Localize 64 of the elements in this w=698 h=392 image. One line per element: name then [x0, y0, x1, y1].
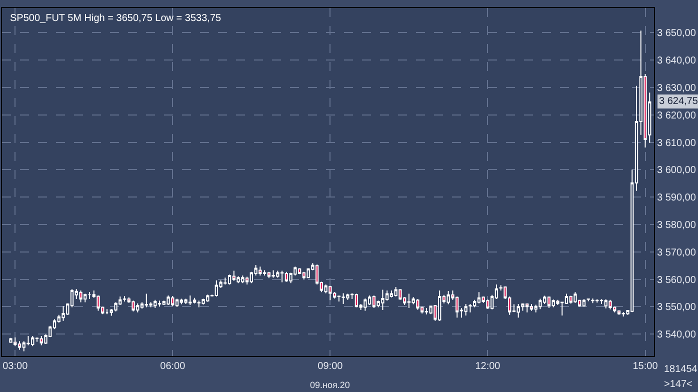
text: SP500_FUT 5M High = 3650,75 Low = 3533,75	[10, 13, 222, 24]
candlestick	[530, 303, 534, 312]
candlestick	[390, 290, 394, 298]
y-tick-label: 3 630,00	[657, 82, 696, 94]
y-tick-label: 3 550,00	[657, 302, 696, 314]
candlestick	[547, 296, 551, 309]
candlestick	[202, 298, 205, 305]
candlestick	[337, 294, 341, 302]
x-tick-label: 09:00	[318, 361, 344, 372]
y-tick-label: 3 610,00	[657, 138, 696, 149]
candlestick	[416, 298, 420, 310]
y-tick-label: 3 600,00	[657, 165, 696, 176]
candlestick	[600, 298, 604, 304]
candlestick	[477, 292, 481, 304]
candlestick	[88, 292, 92, 300]
candlestick	[617, 310, 621, 316]
candlestick	[18, 340, 22, 350]
candlestick	[582, 298, 586, 308]
y-tick-label: 3 650,00	[657, 28, 696, 40]
candlestick	[354, 293, 358, 308]
candlestick	[381, 289, 384, 310]
x-tick-label: 15:00	[632, 361, 658, 372]
candlestick	[364, 298, 367, 312]
y-tick-label: 3 580,00	[657, 220, 696, 231]
candlestick	[105, 308, 109, 315]
candlestick	[538, 298, 542, 310]
candlestick	[175, 298, 179, 308]
candlestick	[280, 270, 284, 283]
y-tick-label: 3 620,00	[657, 110, 696, 122]
candlestick	[245, 276, 249, 285]
candlestick	[372, 294, 376, 309]
candlestick	[158, 300, 162, 308]
candlestick	[132, 300, 135, 312]
candlestick	[228, 274, 232, 285]
text: 09.ноя.20	[310, 380, 350, 390]
candlestick	[79, 290, 82, 303]
text: 3 624,75	[659, 96, 698, 107]
y-tick-label: 3 560,00	[657, 274, 696, 286]
y-tick-label: 3 640,00	[657, 56, 696, 67]
candlestick	[122, 295, 126, 302]
x-tick-label: 06:00	[160, 361, 186, 372]
candlestick	[9, 337, 12, 343]
candlestick	[192, 297, 196, 304]
candlestick	[262, 270, 266, 276]
y-tick-label: 3 590,00	[657, 192, 696, 204]
candlestick	[424, 308, 428, 315]
candlestick	[468, 303, 472, 313]
candlestick	[96, 294, 100, 312]
candlestick	[62, 306, 65, 322]
text: 181454	[664, 364, 698, 375]
candlestick	[166, 294, 170, 306]
candlestick	[591, 298, 594, 304]
text: >147<	[664, 379, 693, 390]
candlestick	[586, 298, 590, 302]
candlestick	[407, 293, 411, 309]
x-tick-label: 12:00	[475, 361, 501, 372]
candlestick	[486, 299, 490, 310]
x-tick-label: 03:00	[2, 361, 28, 372]
candlestick	[35, 336, 39, 342]
y-tick-label: 3 540,00	[657, 330, 696, 341]
candlestick	[608, 299, 612, 310]
y-tick-label: 3 570,00	[657, 247, 696, 258]
candlestick	[184, 298, 188, 304]
candlestick	[574, 292, 577, 304]
